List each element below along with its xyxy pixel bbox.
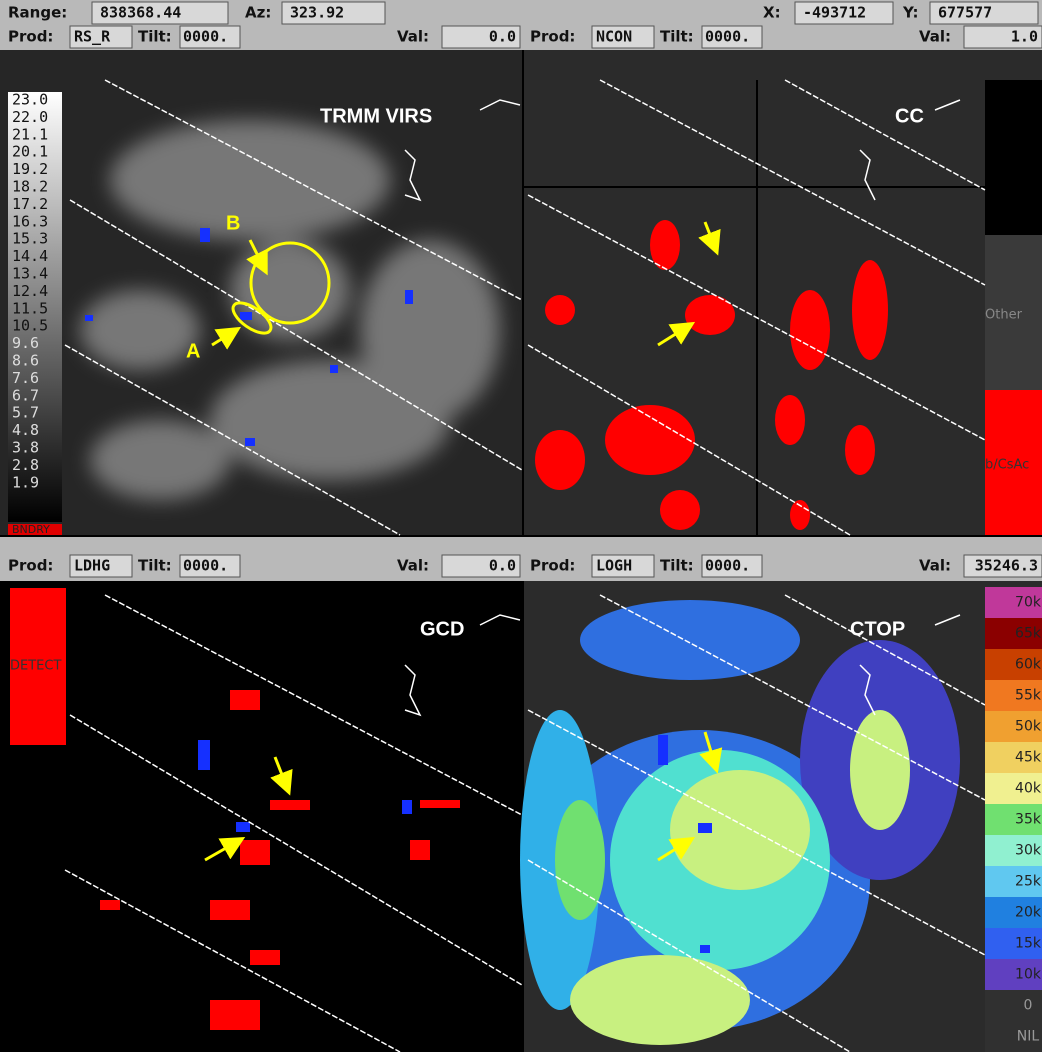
- legend-label: 11.5: [12, 299, 48, 317]
- field-label: Prod:: [8, 557, 53, 575]
- product-name: NCON: [596, 28, 632, 46]
- legend-label: 7.6: [12, 369, 39, 387]
- tilt-value: 0000.: [183, 557, 228, 575]
- field-label: Range:: [8, 4, 67, 22]
- legend-label: 19.2: [12, 160, 48, 178]
- legend-label: 16.3: [12, 212, 48, 230]
- field-label: X:: [763, 4, 781, 22]
- panel-gcd: [0, 581, 522, 1052]
- field-label: Val:: [919, 557, 951, 575]
- field-value: 677577: [938, 4, 992, 22]
- legend-label: 50k: [1015, 719, 1042, 735]
- field-label: Y:: [902, 4, 919, 22]
- legend-label: BNDRY: [12, 523, 50, 536]
- legend-label: 13.4: [12, 265, 48, 283]
- legend-label: 10.5: [12, 317, 48, 335]
- product-name: RS_R: [74, 28, 111, 46]
- legend-label: 10k: [1015, 967, 1042, 983]
- legend-label: 45k: [1015, 750, 1042, 766]
- legend-label: 65k: [1015, 626, 1042, 642]
- val-value: 1.0: [1011, 28, 1038, 46]
- legend-label: 4.8: [12, 421, 39, 439]
- legend-blank: [985, 80, 1042, 235]
- legend-label: DETECT: [10, 659, 61, 674]
- legend-label: 5.7: [12, 404, 39, 422]
- field-label: Val:: [397, 28, 429, 46]
- legend-label: 18.2: [12, 178, 48, 196]
- legend-label: 70k: [1015, 595, 1042, 611]
- field-label: Tilt:: [138, 557, 172, 575]
- field-value: -493712: [803, 4, 866, 22]
- legend-label: 1.9: [12, 473, 39, 491]
- legend-swatch: [985, 990, 1042, 1021]
- legend-label: b/CsAc: [985, 458, 1029, 473]
- page: Range: Az: X: Y: 838368.44 323.92 -493712 67757…: [0, 0, 1042, 1052]
- legend-label: 14.4: [12, 247, 48, 265]
- field-value: 838368.44: [100, 4, 181, 22]
- field-value: 323.92: [290, 4, 344, 22]
- field-label: Tilt:: [138, 28, 172, 46]
- legend-label: 60k: [1015, 657, 1042, 673]
- panel-title: GCD: [420, 618, 464, 640]
- panel-title: TRMM VIRS: [320, 105, 432, 127]
- legend-label: 9.6: [12, 334, 39, 352]
- field-label: Prod:: [530, 557, 575, 575]
- legend-label: 12.4: [12, 282, 48, 300]
- val-value: 35246.3: [975, 557, 1038, 575]
- panel-cc: [524, 50, 1042, 535]
- field-label: Val:: [397, 557, 429, 575]
- legend-label: 8.6: [12, 352, 39, 370]
- tilt-value: 0000.: [705, 28, 750, 46]
- legend-label: 17.2: [12, 195, 48, 213]
- tilt-value: 0000.: [705, 557, 750, 575]
- legend-label: 55k: [1015, 688, 1042, 704]
- val-value: 0.0: [489, 28, 516, 46]
- legend-label: 22.0: [12, 108, 48, 126]
- screen: Range: Az: X: Y: 838368.44 323.92 -493712 67757…: [0, 0, 1042, 1052]
- field-label: Prod:: [530, 28, 575, 46]
- legend-label: 3.8: [12, 439, 39, 457]
- annotation: B: [226, 212, 240, 234]
- legend-label: 20k: [1015, 905, 1042, 921]
- annotation: A: [186, 340, 200, 362]
- legend-label: 6.7: [12, 386, 39, 404]
- product-name: LOGH: [596, 557, 632, 575]
- product-name: LDHG: [74, 557, 110, 575]
- legend-label: 20.1: [12, 143, 48, 161]
- field-label: Tilt:: [660, 28, 694, 46]
- legend-label: 0: [1024, 998, 1033, 1014]
- legend-label: 30k: [1015, 843, 1042, 859]
- legend-label: 23.0: [12, 91, 48, 109]
- legend-label: NIL: [1017, 1029, 1040, 1045]
- legend-label: 40k: [1015, 781, 1042, 797]
- legend-label: 15k: [1015, 936, 1042, 952]
- panel-title: CC: [895, 105, 924, 127]
- legend-label: Other: [985, 308, 1023, 323]
- field-label: Val:: [919, 28, 951, 46]
- field-label: Prod:: [8, 28, 53, 46]
- legend-label: 25k: [1015, 874, 1042, 890]
- legend-label: 35k: [1015, 812, 1042, 828]
- field-label: Az:: [245, 4, 271, 22]
- field-label: Tilt:: [660, 557, 694, 575]
- legend-label: 21.1: [12, 125, 48, 143]
- val-value: 0.0: [489, 557, 516, 575]
- legend-label: 15.3: [12, 230, 48, 248]
- panel-title: CTOP: [850, 618, 905, 640]
- tilt-value: 0000.: [183, 28, 228, 46]
- legend-label: 2.8: [12, 456, 39, 474]
